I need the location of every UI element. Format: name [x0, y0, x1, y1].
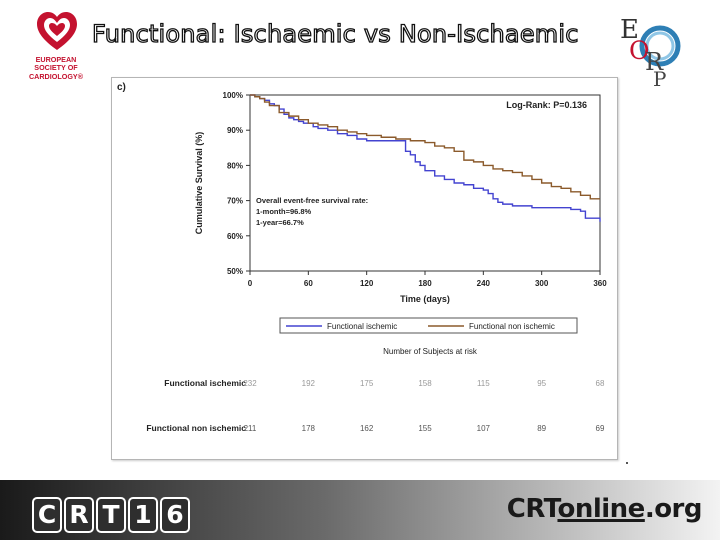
crtonline-crt: CRT — [506, 494, 558, 524]
risk-row-label: Functional ischemic — [164, 378, 246, 388]
slide-title: Functional: Ischaemic vs Non-Ischaemic — [91, 19, 579, 48]
risk-cell: 192 — [302, 379, 316, 388]
risk-cell: 175 — [360, 379, 374, 388]
risk-cell: 232 — [243, 379, 257, 388]
legend-label-nonischemic: Functional non ischemic — [469, 322, 555, 331]
risk-cell: 89 — [537, 424, 546, 433]
y-tick-label: 100% — [223, 91, 243, 100]
panel-label: c) — [117, 82, 126, 93]
y-axis-label: Cumulative Survival (%) — [194, 132, 204, 235]
logrank-annotation: Log-Rank: P=0.136 — [506, 100, 587, 110]
eorp-logo: E O R P — [620, 15, 681, 88]
risk-cell: 162 — [360, 424, 374, 433]
crt16-letter-c: C — [32, 497, 62, 533]
risk-cell: 178 — [302, 424, 316, 433]
risk-cell: 107 — [477, 424, 491, 433]
x-tick-label: 120 — [360, 279, 374, 288]
series-line-nonischemic — [250, 94, 600, 200]
risk-cell: 115 — [477, 379, 490, 388]
stray-dot — [626, 462, 628, 464]
risk-cell: 95 — [537, 379, 546, 388]
risk-cell: 211 — [244, 424, 257, 433]
footer-bar: C R T 1 6 CRTonline.org — [0, 480, 720, 540]
x-tick-label: 180 — [418, 279, 432, 288]
y-tick-label: 80% — [227, 161, 243, 170]
eorp-letter-r: R — [645, 48, 664, 76]
risk-cell: 69 — [596, 424, 605, 433]
x-tick-label: 360 — [593, 279, 607, 288]
x-tick-label: 60 — [304, 279, 313, 288]
series-line-ischemic — [250, 94, 601, 222]
y-tick-label: 70% — [227, 197, 243, 206]
y-tick-label: 90% — [227, 126, 243, 135]
x-tick-label: 240 — [477, 279, 491, 288]
overall-survival-note: 1-year=66.7% — [256, 218, 304, 227]
legend-label-ischemic: Functional ischemic — [327, 322, 397, 331]
risk-cell: 68 — [596, 379, 605, 388]
risk-row-label: Functional non ischemic — [146, 423, 246, 433]
eorp-letter-o: O — [629, 36, 650, 65]
heart-icon — [37, 12, 77, 50]
y-tick-label: 60% — [227, 232, 243, 241]
risk-cell: 155 — [418, 424, 432, 433]
crtonline-online: online — [557, 494, 645, 524]
overall-survival-note: 1-month=96.8% — [256, 207, 312, 216]
x-tick-label: 300 — [535, 279, 549, 288]
crt16-letter-r: R — [64, 497, 94, 533]
x-tick-label: 0 — [248, 279, 253, 288]
eorp-letter-p: P — [653, 67, 666, 88]
crtonline-logo: CRTonline.org — [506, 494, 703, 524]
risk-cell: 158 — [418, 379, 432, 388]
km-chart-panel: c) 50% 60% 70% 80% 90% 100% 0 60 120 180 240 300 360… — [111, 77, 618, 460]
crt16-letter-t: T — [96, 497, 126, 533]
crtonline-org: .org — [644, 494, 703, 524]
y-tick-label: 50% — [227, 267, 243, 276]
crt16-digit-1: 1 — [128, 497, 158, 533]
esc-logo: EUROPEAN SOCIETY OF CARDIOLOGY® — [22, 10, 90, 92]
crt16-digit-6: 6 — [160, 497, 190, 533]
overall-survival-note: Overall event-free survival rate: — [256, 196, 368, 205]
eorp-letter-e: E — [620, 15, 639, 45]
x-axis-label: Time (days) — [400, 294, 450, 304]
km-chart: 50% 60% 70% 80% 90% 100% 0 60 120 180 240 300 360 Tim… — [146, 91, 607, 433]
esc-logo-text: EUROPEAN SOCIETY OF CARDIOLOGY® — [28, 55, 83, 81]
risk-table-header: Number of Subjects at risk — [383, 347, 478, 356]
